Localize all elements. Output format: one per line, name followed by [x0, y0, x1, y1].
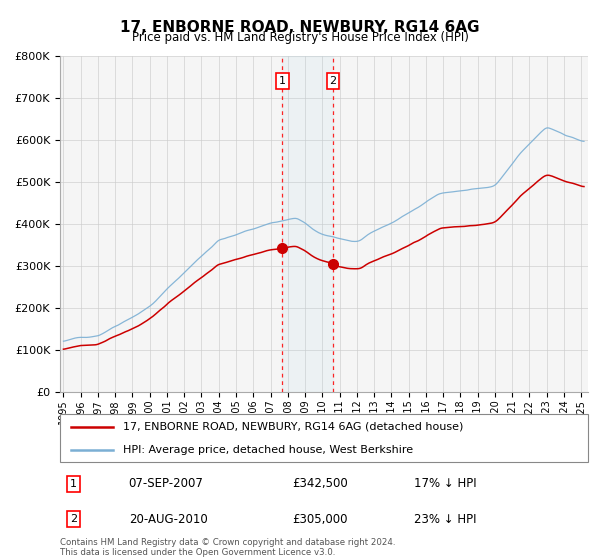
- FancyBboxPatch shape: [60, 414, 588, 462]
- Text: 1: 1: [279, 76, 286, 86]
- Text: 2: 2: [329, 76, 337, 86]
- Text: 17, ENBORNE ROAD, NEWBURY, RG14 6AG: 17, ENBORNE ROAD, NEWBURY, RG14 6AG: [120, 20, 480, 35]
- Text: 07-SEP-2007: 07-SEP-2007: [128, 477, 203, 491]
- Text: Contains HM Land Registry data © Crown copyright and database right 2024.
This d: Contains HM Land Registry data © Crown c…: [60, 538, 395, 557]
- Text: 23% ↓ HPI: 23% ↓ HPI: [414, 512, 476, 526]
- Text: 17% ↓ HPI: 17% ↓ HPI: [414, 477, 476, 491]
- Text: £342,500: £342,500: [292, 477, 348, 491]
- Bar: [282, 56, 333, 392]
- Text: 17, ENBORNE ROAD, NEWBURY, RG14 6AG (detached house): 17, ENBORNE ROAD, NEWBURY, RG14 6AG (det…: [124, 422, 464, 432]
- Text: 2: 2: [70, 514, 77, 524]
- Text: HPI: Average price, detached house, West Berkshire: HPI: Average price, detached house, West…: [124, 445, 413, 455]
- Text: 1: 1: [70, 479, 77, 489]
- Text: Price paid vs. HM Land Registry's House Price Index (HPI): Price paid vs. HM Land Registry's House …: [131, 31, 469, 44]
- Text: 20-AUG-2010: 20-AUG-2010: [128, 512, 208, 526]
- Text: £305,000: £305,000: [292, 512, 348, 526]
